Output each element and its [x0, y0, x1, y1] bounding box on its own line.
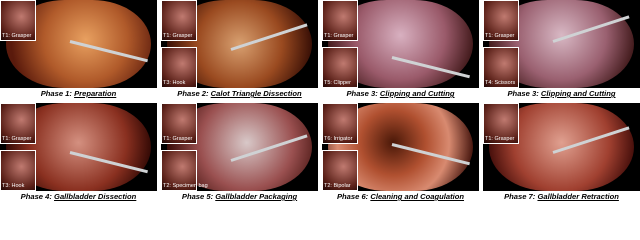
surgical-image: T1: Grasper T3: Hook — [161, 0, 318, 88]
phase-number: Phase 3: — [507, 89, 539, 98]
surgical-image: T1: Grasper T3: Hook — [0, 103, 157, 191]
tool-inset: T2: Specimen bag — [161, 150, 208, 191]
phase-number: Phase 4: — [20, 192, 52, 201]
surgical-image: T1: Grasper — [0, 0, 157, 88]
tool-inset: T1: Grasper — [0, 103, 36, 144]
phase-panel: T1: Grasper T4: Scissors Phase 3: Clipping… — [483, 0, 640, 101]
tool-inset: T1: Grasper — [0, 0, 36, 41]
phase-number: Phase 3: — [346, 89, 378, 98]
phase-name: Clipping and Cutting — [540, 89, 616, 98]
phase-number: Phase 2: — [177, 89, 209, 98]
phase-panel: T6: Irrigator T2: Bipolar Phase 6: Cleanin… — [322, 103, 479, 204]
phase-caption: Phase 2: Calot Triangle Dissection — [161, 89, 318, 98]
phase-panel: T1: Grasper Phase 7: Gallbladder Retracti… — [483, 103, 640, 204]
tool-label: T1: Grasper — [485, 33, 515, 39]
phase-caption: Phase 4: Gallbladder Dissection — [0, 192, 157, 201]
phase-name: Preparation — [74, 89, 117, 98]
tool-label: T1: Grasper — [2, 136, 32, 142]
phase-number: Phase 7: — [504, 192, 536, 201]
tool-label: T1: Grasper — [163, 33, 193, 39]
tool-inset: T3: Hook — [0, 150, 36, 191]
phase-panel: T1: Grasper T5: Clipper Phase 3: Clipping … — [322, 0, 479, 101]
phase-caption: Phase 3: Clipping and Cutting — [322, 89, 479, 98]
phase-caption: Phase 3: Clipping and Cutting — [483, 89, 640, 98]
tool-label: T1: Grasper — [485, 136, 515, 142]
phase-number: Phase 5: — [181, 192, 214, 201]
tool-inset: T1: Grasper — [161, 0, 197, 41]
tool-inset: T2: Bipolar — [322, 150, 358, 191]
phase-panel: T1: Grasper T3: Hook Phase 4: Gallbladder … — [0, 103, 157, 204]
surgical-image: T1: Grasper — [483, 103, 640, 191]
tool-inset: T1: Grasper — [161, 103, 197, 144]
tool-label: T1: Grasper — [163, 136, 193, 142]
tool-label: T4: Scissors — [485, 80, 516, 86]
phase-caption: Phase 1: Preparation — [0, 89, 157, 98]
phase-panel: T1: Grasper T2: Specimen bag Phase 5: Gall… — [161, 103, 318, 204]
tool-label: T1: Grasper — [324, 33, 354, 39]
tool-inset: T1: Grasper — [483, 103, 519, 144]
phase-name: Clipping and Cutting — [379, 89, 455, 98]
phase-caption: Phase 6: Cleaning and Coagulation — [322, 192, 479, 201]
tool-inset: T3: Hook — [161, 47, 197, 88]
tool-inset: T4: Scissors — [483, 47, 519, 88]
phase-panel: T1: Grasper Phase 1: Preparation — [0, 0, 157, 101]
tool-inset: T1: Grasper — [483, 0, 519, 41]
tool-label: T2: Specimen bag — [163, 183, 208, 189]
tool-inset: T5: Clipper — [322, 47, 358, 88]
surgical-image: T1: Grasper T5: Clipper — [322, 0, 479, 88]
tool-label: T2: Bipolar — [324, 183, 351, 189]
surgical-image: T1: Grasper T2: Specimen bag — [161, 103, 318, 191]
tool-label: T3: Hook — [163, 80, 186, 86]
tool-inset: T1: Grasper — [322, 0, 358, 41]
surgical-image: T1: Grasper T4: Scissors — [483, 0, 640, 88]
phase-name: Calot Triangle Dissection — [210, 89, 302, 98]
tool-label: T1: Grasper — [2, 33, 32, 39]
surgical-image: T6: Irrigator T2: Bipolar — [322, 103, 479, 191]
phase-number: Phase 1: — [40, 89, 72, 98]
phase-name: Gallbladder Dissection — [54, 192, 137, 201]
phase-caption: Phase 5: Gallbladder Packaging — [161, 192, 318, 201]
figure: (() => { const data = JSON.parse(documen… — [0, 0, 640, 204]
phase-number: Phase 6: — [336, 192, 369, 201]
phase-caption: Phase 7: Gallbladder Retraction — [483, 192, 640, 201]
phase-name: Cleaning and Coagulation — [370, 192, 465, 201]
tool-label: T5: Clipper — [324, 80, 351, 86]
tool-inset: T6: Irrigator — [322, 103, 358, 144]
tool-label: T6: Irrigator — [324, 136, 353, 142]
phase-name: Gallbladder Retraction — [537, 192, 619, 201]
phase-name: Gallbladder Packaging — [215, 192, 298, 201]
tool-label: T3: Hook — [2, 183, 25, 189]
phase-panel: T1: Grasper T3: Hook Phase 2: Calot Triang… — [161, 0, 318, 101]
